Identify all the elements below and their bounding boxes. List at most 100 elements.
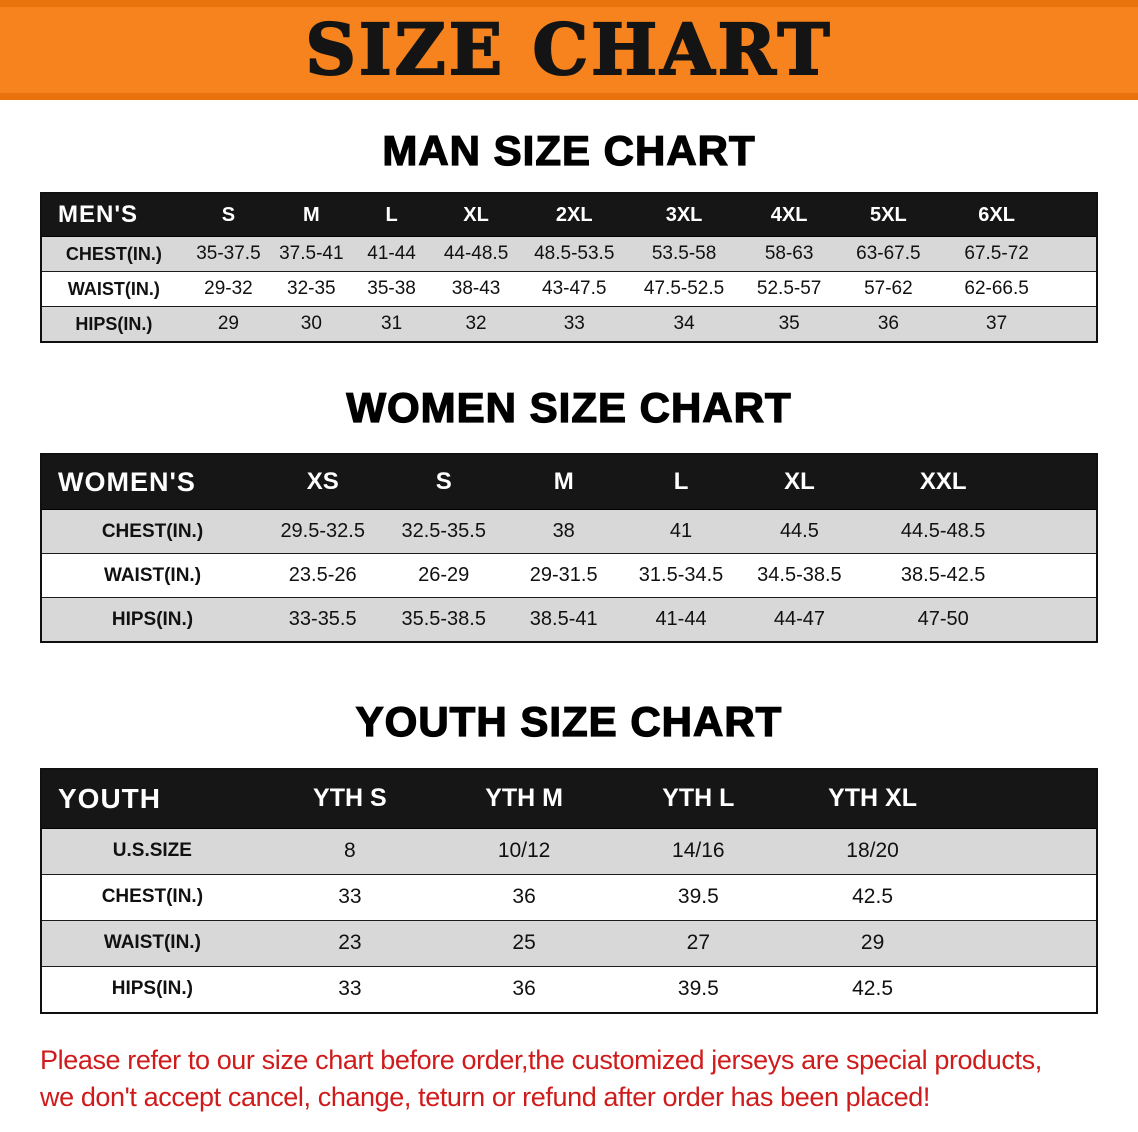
size-value: 41: [622, 509, 740, 555]
section-women: WOMEN SIZE CHART WOMEN'S XS S M L XL XXL CHEST(I…: [0, 384, 1138, 644]
measure-label: WAIST(IN.): [41, 919, 263, 967]
size-value: 44-47: [739, 597, 860, 643]
size-value: 31: [351, 306, 432, 343]
women-header-filler: [1027, 453, 1097, 511]
row-filler: [959, 827, 1097, 875]
size-value: 67.5-72: [938, 236, 1055, 273]
size-value: 30: [271, 306, 352, 343]
men-header-row: MEN'S S M L XL 2XL 3XL 4XL 5XL 6XL: [41, 192, 1097, 238]
size-value: 37.5-41: [271, 236, 352, 273]
size-value: 38: [505, 509, 623, 555]
women-size-header: XL: [739, 453, 860, 511]
measure-label: U.S.SIZE: [41, 827, 263, 875]
women-row-waist-in: WAIST(IN.) 23.5-26 26-29 29-31.5 31.5-34.5 34…: [41, 553, 1097, 599]
size-value: 29: [785, 919, 960, 967]
size-value: 52.5-57: [740, 271, 839, 308]
measure-label: HIPS(IN.): [41, 965, 263, 1014]
youth-size-table: YOUTH YTH S YTH M YTH L YTH XL U.S.SIZE 8 10/12…: [40, 767, 1098, 1014]
size-value: 33: [262, 873, 437, 921]
size-value: 57-62: [838, 271, 939, 308]
youth-table-title: YOUTH: [41, 768, 263, 829]
youth-row-u-s-size: U.S.SIZE 8 10/12 14/16 18/20: [41, 827, 1097, 875]
youth-size-header: YTH M: [436, 768, 612, 829]
size-value: 47.5-52.5: [628, 271, 741, 308]
youth-header-filler: [959, 768, 1097, 829]
size-value: 53.5-58: [628, 236, 741, 273]
men-size-header: 4XL: [740, 192, 839, 238]
disclaimer-line-1: Please refer to our size chart before or…: [40, 1044, 1042, 1075]
size-value: 35.5-38.5: [382, 597, 506, 643]
women-size-header: XXL: [859, 453, 1028, 511]
section-heading-women: WOMEN SIZE CHART: [346, 384, 792, 432]
size-value: 29: [185, 306, 272, 343]
disclaimer: Please refer to our size chart before or…: [40, 1042, 1108, 1117]
size-value: 14/16: [611, 827, 786, 875]
youth-row-waist-in: WAIST(IN.) 23 25 27 29: [41, 919, 1097, 967]
size-value: 39.5: [611, 965, 786, 1014]
measure-label: CHEST(IN.): [41, 236, 186, 273]
youth-row-hips-in: HIPS(IN.) 33 36 39.5 42.5: [41, 965, 1097, 1014]
size-value: 8: [262, 827, 437, 875]
size-value: 23.5-26: [262, 553, 383, 599]
row-filler: [959, 965, 1097, 1014]
size-value: 38.5-42.5: [859, 553, 1028, 599]
youth-row-chest-in: CHEST(IN.) 33 36 39.5 42.5: [41, 873, 1097, 921]
section-men: MAN SIZE CHART MEN'S S M L XL 2XL 3XL 4XL 5XL 6XL C…: [0, 127, 1138, 344]
size-value: 26-29: [382, 553, 506, 599]
measure-label: WAIST(IN.): [41, 553, 263, 599]
measure-label: WAIST(IN.): [41, 271, 186, 308]
size-value: 62-66.5: [938, 271, 1055, 308]
women-table-title: WOMEN'S: [41, 453, 263, 511]
size-value: 10/12: [436, 827, 612, 875]
measure-label: CHEST(IN.): [41, 873, 263, 921]
size-value: 33: [520, 306, 629, 343]
women-row-chest-in: CHEST(IN.) 29.5-32.5 32.5-35.5 38 41 44.5 44.5…: [41, 509, 1097, 555]
men-size-header: L: [351, 192, 432, 238]
men-size-header: XL: [431, 192, 521, 238]
measure-label: HIPS(IN.): [41, 597, 263, 643]
size-value: 25: [436, 919, 612, 967]
size-value: 32-35: [271, 271, 352, 308]
size-value: 44.5: [739, 509, 860, 555]
youth-header-row: YOUTH YTH S YTH M YTH L YTH XL: [41, 768, 1097, 829]
men-size-header: 6XL: [938, 192, 1055, 238]
section-heading-youth: YOUTH SIZE CHART: [355, 698, 783, 746]
section-youth: YOUTH SIZE CHART YOUTH YTH S YTH M YTH L YTH …: [0, 698, 1138, 1014]
size-value: 29.5-32.5: [262, 509, 383, 555]
size-value: 47-50: [859, 597, 1028, 643]
row-filler: [1027, 597, 1097, 643]
men-size-header: 3XL: [628, 192, 741, 238]
size-value: 41-44: [351, 236, 432, 273]
size-value: 38.5-41: [505, 597, 623, 643]
size-value: 35-37.5: [185, 236, 272, 273]
size-value: 44-48.5: [431, 236, 521, 273]
row-filler: [1027, 509, 1097, 555]
size-value: 32.5-35.5: [382, 509, 506, 555]
row-filler: [959, 873, 1097, 921]
size-value: 35: [740, 306, 839, 343]
size-value: 37: [938, 306, 1055, 343]
row-filler: [1027, 553, 1097, 599]
size-value: 43-47.5: [520, 271, 629, 308]
row-filler: [959, 919, 1097, 967]
size-value: 31.5-34.5: [622, 553, 740, 599]
size-value: 39.5: [611, 873, 786, 921]
men-table-title: MEN'S: [41, 192, 186, 238]
sections-container: MAN SIZE CHART MEN'S S M L XL 2XL 3XL 4XL 5XL 6XL C…: [0, 127, 1138, 1014]
youth-size-header: YTH L: [611, 768, 786, 829]
men-size-table: MEN'S S M L XL 2XL 3XL 4XL 5XL 6XL CHEST(IN.) 35-37…: [40, 192, 1098, 344]
youth-size-header: YTH XL: [785, 768, 960, 829]
men-size-header: 5XL: [838, 192, 939, 238]
men-size-header: 2XL: [520, 192, 629, 238]
men-size-header: S: [185, 192, 272, 238]
women-size-header: L: [622, 453, 740, 511]
size-value: 34.5-38.5: [739, 553, 860, 599]
women-size-header: S: [382, 453, 506, 511]
size-value: 29-32: [185, 271, 272, 308]
women-size-header: M: [505, 453, 623, 511]
banner: SIZE CHART: [0, 0, 1138, 100]
row-filler: [1054, 306, 1097, 343]
men-row-chest-in: CHEST(IN.) 35-37.5 37.5-41 41-44 44-48.5 48.5…: [41, 236, 1097, 273]
size-value: 58-63: [740, 236, 839, 273]
size-value: 29-31.5: [505, 553, 623, 599]
